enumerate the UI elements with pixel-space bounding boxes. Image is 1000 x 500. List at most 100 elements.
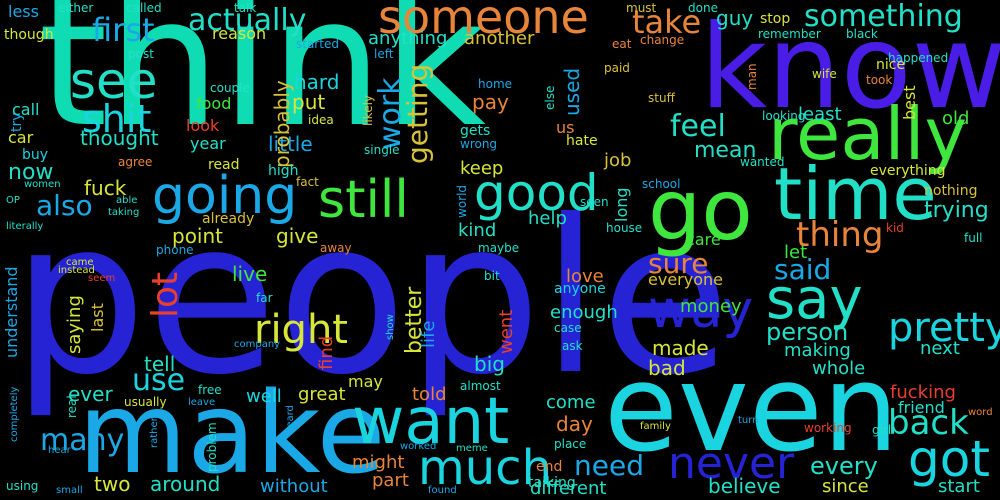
word: everyone	[648, 270, 723, 289]
word: back	[888, 403, 969, 443]
word: made	[652, 336, 709, 360]
word: done	[688, 1, 718, 15]
word: start	[938, 476, 980, 497]
word: away	[320, 241, 352, 255]
word: anything	[368, 28, 448, 49]
word: different	[530, 478, 607, 499]
word: really	[768, 92, 968, 176]
word: keep	[460, 158, 504, 179]
word: told	[412, 384, 447, 405]
word: free	[198, 383, 222, 397]
word: look	[186, 116, 220, 135]
word: try	[9, 112, 25, 132]
word: place	[554, 437, 587, 451]
word: either	[58, 1, 94, 15]
word: started	[296, 37, 339, 51]
word: already	[202, 211, 255, 227]
word: think	[38, 0, 486, 166]
word: single	[364, 143, 400, 157]
word: going	[152, 166, 298, 226]
word: pay	[472, 90, 509, 114]
word: big	[474, 352, 505, 376]
word: bit	[484, 269, 500, 283]
word: agree	[118, 155, 153, 169]
word: read	[208, 157, 240, 173]
word: hear	[48, 445, 71, 456]
word: maybe	[478, 241, 520, 255]
word: reason	[212, 24, 267, 43]
word: man	[745, 63, 759, 90]
word: worked	[400, 441, 437, 452]
word: nice	[876, 57, 906, 73]
word: trying	[924, 198, 989, 223]
word: actually	[188, 3, 307, 38]
word: may	[348, 372, 383, 391]
word: give	[276, 224, 319, 248]
word: wanted	[740, 155, 785, 169]
word: good	[474, 164, 599, 222]
word: phone	[156, 243, 194, 257]
word: called	[126, 1, 162, 15]
word: fact	[296, 175, 319, 189]
word: likely	[361, 94, 375, 126]
word: need	[574, 449, 644, 482]
word: end	[536, 459, 563, 475]
word: less	[8, 2, 39, 21]
word: guy	[716, 6, 754, 30]
word: fucking	[890, 382, 956, 403]
word: women	[24, 179, 61, 190]
word: went	[496, 309, 517, 354]
word: since	[822, 476, 869, 497]
word: life	[418, 320, 439, 348]
word: stop	[760, 11, 791, 27]
word: want	[352, 385, 510, 459]
word: working	[804, 421, 852, 435]
word: well	[246, 386, 282, 407]
word: best	[900, 85, 919, 120]
word: way	[648, 280, 754, 340]
word: world	[455, 184, 469, 218]
word: year	[190, 134, 226, 153]
word: talking	[528, 475, 576, 491]
word: something	[804, 0, 963, 34]
word: say	[766, 267, 863, 332]
word: first	[92, 11, 155, 49]
word: high	[268, 163, 299, 179]
word: far	[256, 291, 273, 305]
word: remember	[758, 27, 821, 41]
word: hard	[294, 70, 340, 94]
word: leave	[188, 397, 216, 408]
word: still	[318, 170, 409, 230]
word: without	[260, 476, 328, 497]
word: change	[640, 33, 685, 47]
word: old	[942, 108, 970, 129]
word: know	[700, 0, 1000, 135]
word: last	[88, 303, 107, 332]
word: help	[528, 208, 567, 229]
word: love	[566, 266, 604, 287]
word: though	[4, 27, 54, 43]
word: small	[56, 485, 83, 496]
word: buy	[22, 147, 49, 163]
word: wrong	[460, 137, 498, 151]
word: word	[968, 407, 993, 418]
word: problem	[205, 422, 219, 472]
word: used	[560, 67, 584, 116]
word: must	[626, 1, 657, 15]
word: turn	[738, 415, 759, 426]
word: bad	[648, 356, 686, 380]
word: couple	[210, 81, 250, 95]
word: next	[920, 338, 960, 359]
word: see	[70, 52, 158, 110]
word: feel	[670, 109, 726, 144]
word: getting	[401, 63, 434, 164]
word: time	[774, 152, 937, 236]
word: got	[908, 430, 990, 488]
word: probably	[270, 80, 294, 168]
word: call	[12, 100, 40, 119]
word: gets	[460, 123, 491, 139]
word: able	[116, 195, 138, 206]
word: left	[374, 47, 394, 61]
word: also	[36, 189, 93, 222]
word: understand	[2, 266, 21, 358]
